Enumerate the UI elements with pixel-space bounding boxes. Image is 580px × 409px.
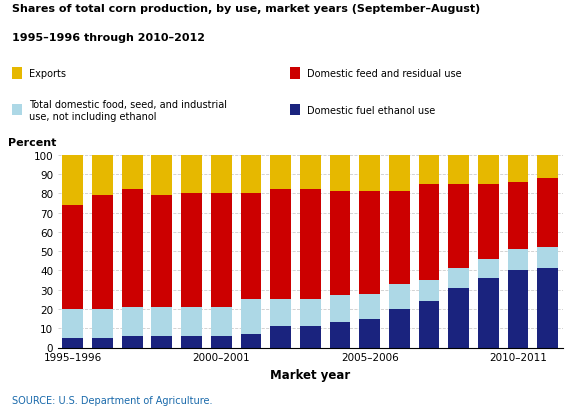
Bar (419, 301, 440, 348)
Bar (63, 155, 84, 205)
Bar (63, 309, 84, 338)
Bar (300, 190, 321, 299)
Text: Domestic fuel ethanol use: Domestic fuel ethanol use (307, 106, 436, 115)
Bar (478, 279, 499, 348)
Bar (478, 259, 499, 279)
Text: Domestic feed and residual use: Domestic feed and residual use (307, 69, 462, 79)
Bar (508, 271, 528, 348)
Bar (241, 334, 262, 348)
Bar (151, 196, 172, 307)
Bar (241, 299, 262, 334)
Bar (270, 326, 291, 348)
Bar (389, 155, 409, 192)
Bar (92, 196, 113, 309)
Bar (241, 155, 262, 194)
Bar (151, 307, 172, 336)
Bar (537, 269, 558, 348)
Bar (359, 192, 380, 294)
Bar (211, 307, 231, 336)
Bar (63, 205, 84, 309)
Bar (537, 248, 558, 269)
Bar (329, 323, 350, 348)
Bar (537, 155, 558, 178)
Bar (241, 194, 262, 299)
Bar (419, 155, 440, 184)
Bar (419, 281, 440, 301)
Bar (359, 294, 380, 319)
Bar (300, 299, 321, 326)
Bar (122, 155, 143, 190)
Bar (92, 309, 113, 338)
Bar (300, 326, 321, 348)
Bar (122, 307, 143, 336)
Bar (478, 155, 499, 184)
Bar (329, 155, 350, 192)
Bar (181, 336, 202, 348)
Bar (92, 338, 113, 348)
Bar (63, 338, 84, 348)
X-axis label: Market year: Market year (270, 368, 350, 381)
Bar (419, 184, 440, 281)
Bar (270, 155, 291, 190)
Bar (122, 190, 143, 307)
Bar (151, 155, 172, 196)
Bar (508, 249, 528, 271)
Bar (181, 307, 202, 336)
Bar (92, 155, 113, 196)
Text: Exports: Exports (29, 69, 66, 79)
Bar (508, 182, 528, 249)
Bar (448, 288, 469, 348)
Bar (122, 336, 143, 348)
Bar (300, 155, 321, 190)
Bar (211, 336, 231, 348)
Bar (211, 194, 231, 307)
Bar (537, 178, 558, 248)
Bar (448, 184, 469, 269)
Bar (181, 155, 202, 194)
Bar (329, 296, 350, 323)
Bar (389, 192, 409, 284)
Text: Total domestic food, seed, and industrial
use, not including ethanol: Total domestic food, seed, and industria… (29, 100, 227, 121)
Bar (389, 284, 409, 309)
Text: 1995–1996 through 2010–2012: 1995–1996 through 2010–2012 (12, 33, 205, 43)
Text: Percent: Percent (8, 138, 56, 148)
Bar (329, 192, 350, 296)
Bar (151, 336, 172, 348)
Bar (448, 155, 469, 184)
Bar (270, 190, 291, 299)
Bar (359, 155, 380, 192)
Text: Shares of total corn production, by use, market years (September–August): Shares of total corn production, by use,… (12, 4, 480, 14)
Bar (211, 155, 231, 194)
Bar (181, 194, 202, 307)
Text: SOURCE: U.S. Department of Agriculture.: SOURCE: U.S. Department of Agriculture. (12, 395, 212, 405)
Bar (359, 319, 380, 348)
Bar (270, 299, 291, 326)
Bar (508, 155, 528, 182)
Bar (448, 269, 469, 288)
Bar (478, 184, 499, 259)
Bar (389, 309, 409, 348)
